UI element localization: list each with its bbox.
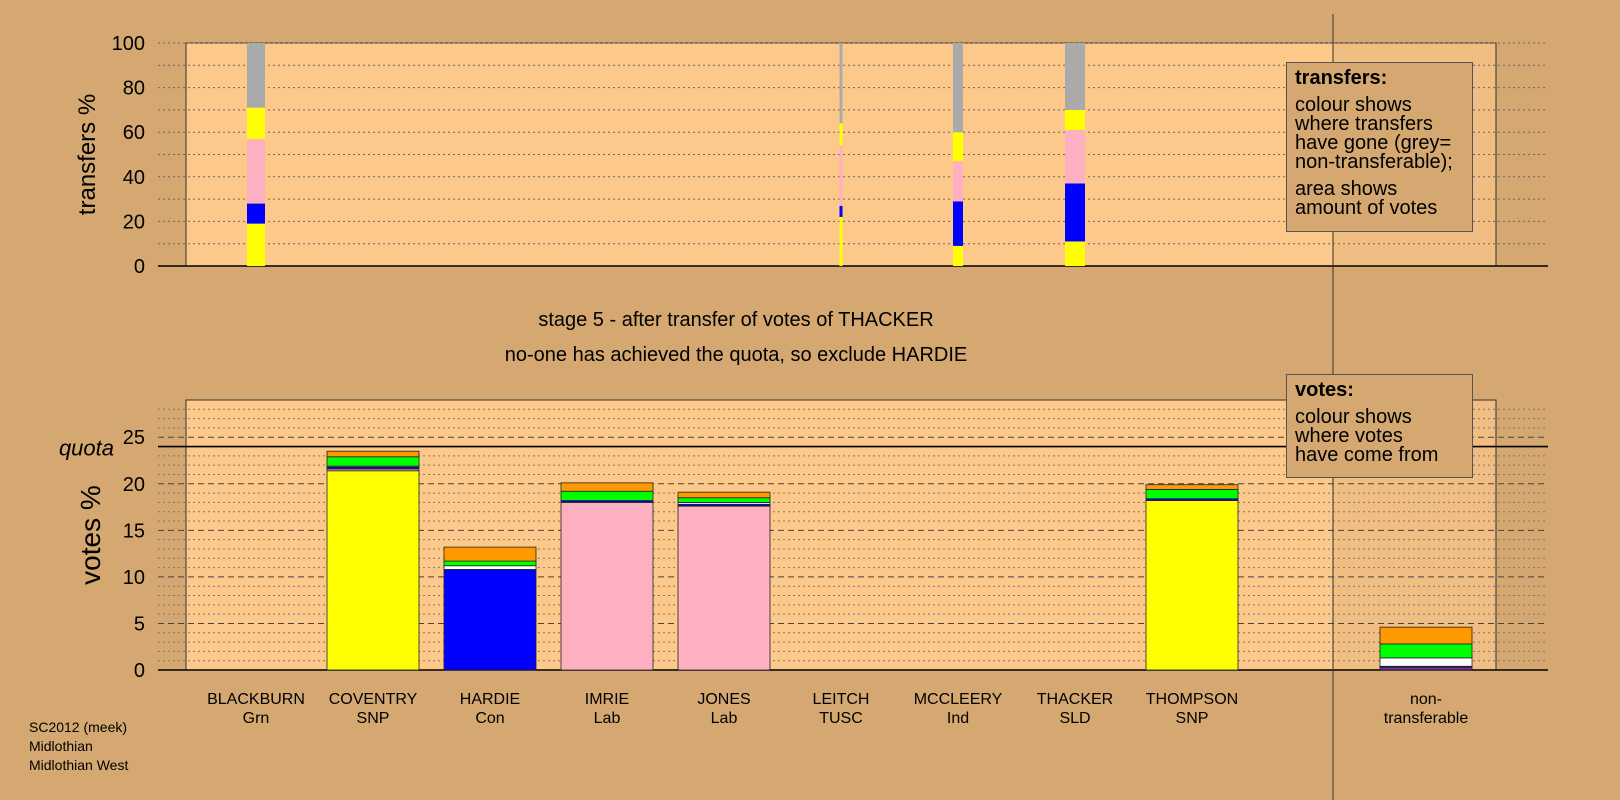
votes-tick-label: 20: [123, 474, 145, 496]
votes-legend-line: colour shows: [1295, 406, 1412, 428]
vote-segment-thompson: [1145, 488, 1239, 500]
vote-segment-imrie: [560, 482, 654, 492]
vote-segment-non: [1379, 626, 1473, 645]
transfer-segment-mccleery: [953, 43, 963, 133]
vote-segment-jones: [677, 491, 771, 499]
transfer-segment-blackburn: [247, 223, 265, 266]
candidate-name-label: THOMPSON: [1146, 691, 1238, 708]
transfer-segment-thacker: [1065, 241, 1085, 266]
candidate-name-label: THACKER: [1037, 691, 1113, 708]
vote-segment-non: [1379, 657, 1473, 667]
votes-legend-title: votes:: [1295, 379, 1354, 401]
transfers-tick-label: 40: [123, 167, 145, 189]
candidate-name-label: HARDIE: [460, 691, 520, 708]
stage-headline: stage 5 - after transfer of votes of THA…: [538, 309, 933, 331]
transfer-segment-leitch: [839, 216, 843, 266]
quota-label: quota: [59, 436, 114, 461]
transfer-segment-thacker: [1065, 129, 1085, 184]
vote-segment-imrie: [560, 490, 654, 501]
candidate-name-label: non-: [1410, 691, 1442, 708]
transfer-segment-blackburn: [247, 138, 265, 204]
candidate-name-label: COVENTRY: [329, 691, 418, 708]
transfers-tick-label: 0: [134, 256, 145, 278]
candidate-party-label: Ind: [947, 710, 969, 727]
footer-election: SC2012 (meek): [29, 719, 128, 735]
candidate-name-label: MCCLEERY: [914, 691, 1003, 708]
candidate-party-label: SLD: [1059, 710, 1090, 727]
vote-segment-coventry: [326, 456, 420, 467]
vote-segment-non: [1379, 643, 1473, 659]
transfer-segment-mccleery: [953, 201, 963, 246]
votes-tick-label: 0: [134, 660, 145, 682]
transfers-legend-text-2: area shows amount of votes: [1295, 178, 1464, 219]
transfer-segment-leitch: [839, 123, 843, 146]
transfers-tick-label: 100: [112, 33, 145, 55]
transfer-segment-leitch: [839, 205, 843, 217]
transfers-legend-line: where transfers: [1295, 113, 1433, 135]
transfers-legend-title: transfers:: [1295, 67, 1388, 89]
transfer-segment-thacker: [1065, 43, 1085, 110]
votes-legend-line: where votes: [1295, 425, 1403, 447]
transfer-segment-mccleery: [953, 161, 963, 202]
votes-tick-label: 15: [123, 520, 145, 542]
votes-legend-text: colour shows where votes have come from: [1295, 406, 1464, 466]
vote-segment-coventry: [326, 470, 420, 671]
transfers-legend: transfers: colour shows where transfers …: [1286, 62, 1473, 232]
candidate-party-label: Lab: [711, 710, 738, 727]
transfer-segment-mccleery: [953, 132, 963, 162]
votes-axis-label: votes %: [75, 485, 106, 585]
transfers-axis-label: transfers %: [74, 94, 101, 215]
stage-subheadline: no-one has achieved the quota, so exclud…: [505, 344, 968, 366]
candidate-name-label: JONES: [697, 691, 750, 708]
vote-segment-hardie: [443, 546, 537, 562]
transfer-segment-thacker: [1065, 183, 1085, 242]
vote-segment-jones: [677, 505, 771, 671]
transfers-legend-line: non-transferable);: [1295, 151, 1453, 173]
votes-legend-line: have come from: [1295, 444, 1439, 466]
footer-council: Midlothian: [29, 738, 93, 754]
transfer-segment-blackburn: [247, 203, 265, 224]
candidate-party-label: SNP: [1176, 710, 1209, 727]
vote-segment-non: [1379, 666, 1473, 671]
transfers-tick-label: 80: [123, 78, 145, 100]
votes-tick-label: 5: [134, 613, 145, 635]
transfer-segment-blackburn: [247, 43, 265, 108]
transfers-legend-line: colour shows: [1295, 94, 1412, 116]
candidate-party-label: TUSC: [819, 710, 863, 727]
votes-tick-label: 10: [123, 567, 145, 589]
transfers-tick-label: 60: [123, 122, 145, 144]
vote-segment-jones: [677, 497, 771, 503]
transfer-segment-thacker: [1065, 109, 1085, 130]
transfer-segment-blackburn: [247, 107, 265, 139]
transfers-legend-line: area shows: [1295, 178, 1398, 200]
vote-segment-thompson: [1145, 500, 1239, 671]
candidate-name-label: LEITCH: [813, 691, 870, 708]
transfers-legend-line: amount of votes: [1295, 197, 1438, 219]
vote-segment-hardie: [443, 565, 537, 570]
vote-segment-hardie: [443, 569, 537, 671]
footer-ward: Midlothian West: [29, 757, 129, 773]
candidate-party-label: SNP: [357, 710, 390, 727]
vote-segment-hardie: [443, 560, 537, 567]
transfer-segment-leitch: [839, 145, 843, 206]
transfer-segment-leitch: [839, 43, 843, 124]
vote-segment-thompson: [1145, 484, 1239, 490]
transfers-legend-line: have gone (grey=: [1295, 132, 1452, 154]
candidate-party-label: Lab: [594, 710, 621, 727]
vote-segment-imrie: [560, 502, 654, 671]
candidate-party-label: Grn: [243, 710, 270, 727]
candidate-party-label: transferable: [1384, 710, 1469, 727]
vote-segment-coventry: [326, 450, 420, 458]
transfers-legend-text-1: colour shows where transfers have gone (…: [1295, 94, 1464, 173]
candidate-party-label: Con: [475, 710, 504, 727]
votes-legend: votes: colour shows where votes have com…: [1286, 374, 1473, 478]
votes-tick-label: 25: [123, 427, 145, 449]
candidate-name-label: BLACKBURN: [207, 691, 305, 708]
transfer-segment-mccleery: [953, 245, 963, 266]
transfers-tick-label: 20: [123, 211, 145, 233]
footer-caption: SC2012 (meek) Midlothian Midlothian West: [29, 718, 128, 775]
candidate-name-label: IMRIE: [585, 691, 629, 708]
